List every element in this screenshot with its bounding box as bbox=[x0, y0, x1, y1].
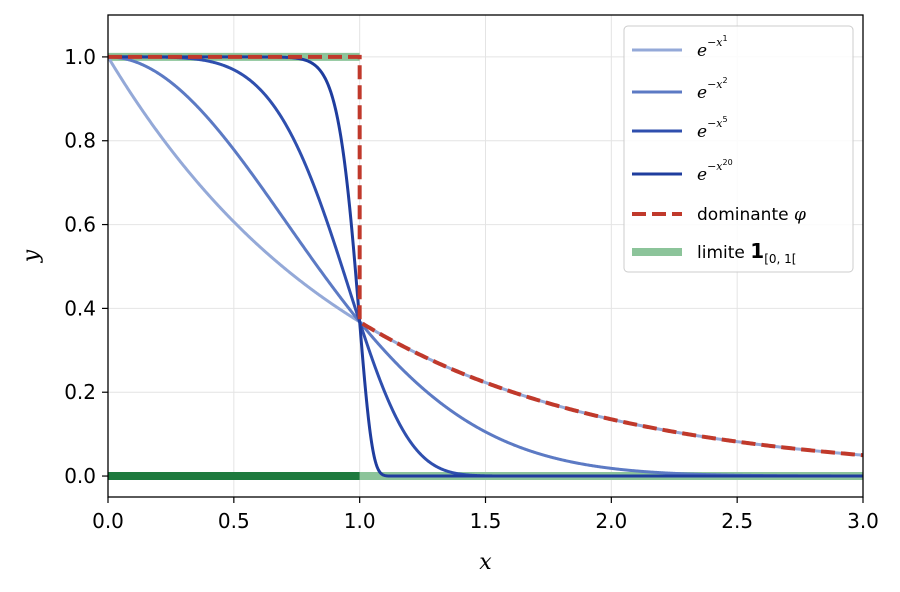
y-axis-label: y bbox=[19, 249, 44, 263]
y-tick-label: 0.2 bbox=[64, 380, 96, 404]
y-tick-label: 0.8 bbox=[64, 129, 96, 153]
plot-area bbox=[108, 52, 863, 481]
y-tick-label: 0.6 bbox=[64, 213, 96, 237]
axis-ticks: 0.0 0.5 1.0 1.5 2.0 2.5 3.0 0.0 0.2 0.4 0.6 0.8 1.0 bbox=[64, 45, 879, 533]
legend-label-3: e−x5 bbox=[697, 115, 728, 142]
legend-label-4: e−x20 bbox=[697, 158, 733, 185]
x-tick-label: 0.0 bbox=[92, 509, 124, 533]
y-tick-label: 1.0 bbox=[64, 45, 96, 69]
y-tick-label: 0.0 bbox=[64, 464, 96, 488]
y-tick-label: 0.4 bbox=[64, 296, 96, 320]
x-tick-label: 3.0 bbox=[847, 509, 879, 533]
legend-label-2: e−x2 bbox=[697, 76, 728, 103]
legend-label-6: limite 1[0, 1[ bbox=[697, 239, 796, 266]
legend-label-5: dominante φ bbox=[697, 205, 806, 225]
legend-box bbox=[623, 25, 854, 273]
x-tick-label: 2.5 bbox=[721, 509, 753, 533]
x-axis-label: x bbox=[479, 550, 492, 575]
plot-frame bbox=[107, 14, 864, 498]
legend-label-1: e−x1 bbox=[697, 34, 728, 61]
series-line-1 bbox=[108, 56, 863, 457]
x-tick-label: 2.0 bbox=[595, 509, 627, 533]
x-tick-label: 1.0 bbox=[344, 509, 376, 533]
x-tick-label: 1.5 bbox=[470, 509, 502, 533]
dominant-line bbox=[108, 54, 863, 458]
legend: e−x1 e−x2 e−x5 e−x20 dominante φ limite 1[0, … bbox=[623, 25, 854, 273]
x-tick-label: 0.5 bbox=[218, 509, 250, 533]
